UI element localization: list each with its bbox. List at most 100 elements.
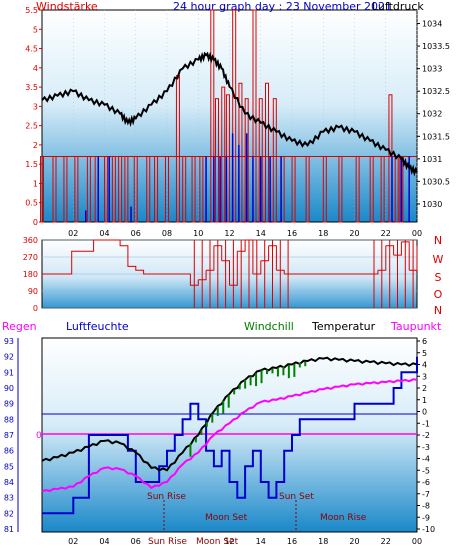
temperature-tick-label: -9 bbox=[422, 513, 430, 522]
temperature-line bbox=[41, 356, 418, 472]
temperature-tick-label: -10 bbox=[422, 525, 435, 534]
temperature-tick-label: -2 bbox=[422, 431, 430, 440]
pressure-axis-title: Luftdruck bbox=[372, 0, 424, 13]
legend-regen: Regen bbox=[2, 320, 37, 333]
wind-speed-tick-label: 4 bbox=[33, 64, 38, 73]
wind-gust-bar bbox=[52, 155, 57, 223]
sun-set-label: Sun Set bbox=[279, 492, 314, 502]
humidity-tick-label: 82 bbox=[4, 509, 14, 518]
wind-gust-bar bbox=[118, 155, 123, 223]
temperature-tick-label: -3 bbox=[422, 443, 430, 452]
wind-gust-bar bbox=[232, 9, 237, 223]
wind-speed-tick-label: 1.5 bbox=[25, 160, 38, 169]
rain-zero-label: 0 bbox=[36, 431, 42, 441]
wind-speed-tick-label: 1 bbox=[33, 179, 38, 188]
direction-tick-label: 180 bbox=[23, 270, 38, 279]
direction-tick-label: 90 bbox=[28, 287, 38, 296]
chart-title: 24 hour graph day : 23 November 2021 bbox=[173, 0, 392, 13]
x-tick-label: 16 bbox=[287, 229, 297, 238]
compass-label: O bbox=[434, 288, 443, 301]
pressure-line bbox=[41, 51, 418, 177]
temperature-tick-label: -1 bbox=[422, 419, 430, 428]
pressure-tick-label: 1030.5 bbox=[422, 177, 450, 186]
wind-speed-tick-label: 2.5 bbox=[25, 122, 38, 131]
humidity-tick-label: 81 bbox=[4, 525, 14, 534]
pressure-tick-label: 1033.5 bbox=[422, 42, 450, 51]
wind-gust-bar bbox=[199, 155, 204, 223]
x-tick-label: 22 bbox=[381, 229, 391, 238]
x-tick-label: 14 bbox=[256, 229, 266, 238]
x-tick-label-bottom: 00 bbox=[412, 537, 422, 546]
legend-luftfeuchte: Luftfeuchte bbox=[66, 320, 129, 333]
temperature-tick-label: -5 bbox=[422, 466, 430, 475]
pressure-tick-label: 1030 bbox=[422, 200, 442, 209]
humidity-tick-label: 89 bbox=[4, 400, 14, 409]
x-axis-ticks-bottom: 02 04 06 12 14 16 18 20 22 00 bbox=[68, 537, 422, 546]
legend-taupunkt: Taupunkt bbox=[390, 320, 442, 333]
wind-gust-bar bbox=[86, 155, 91, 223]
dewpoint-line bbox=[41, 378, 418, 493]
x-tick-label: 00 bbox=[412, 229, 422, 238]
wind-gust-bar bbox=[154, 155, 159, 223]
wind-pressure-panel: Windstärke 24 hour graph day : 23 Novemb… bbox=[25, 0, 450, 238]
x-event-sun-rise: Sun Rise bbox=[148, 537, 187, 547]
humidity-tick-label: 90 bbox=[4, 384, 14, 393]
pressure-tick-label: 1032 bbox=[422, 110, 442, 119]
wind-speed-axis-title: Windstärke bbox=[36, 0, 98, 13]
wind-gust-bar bbox=[221, 86, 226, 223]
moon-set-label: Moon Set bbox=[205, 513, 248, 523]
compass-label: N bbox=[434, 234, 442, 247]
wind-gust-bar bbox=[338, 155, 343, 223]
pressure-tick-label: 1033 bbox=[422, 65, 442, 74]
wind-series bbox=[40, 9, 417, 223]
wind-speed-tick-label: 0.5 bbox=[25, 199, 38, 208]
x-tick-label: 08 bbox=[162, 229, 172, 238]
humidity-tick-label: 93 bbox=[4, 337, 14, 346]
humidity-tick-label: 88 bbox=[4, 415, 14, 424]
x-tick-label: 20 bbox=[349, 229, 359, 238]
wind-gust-bar bbox=[111, 155, 116, 223]
humidity-tick-label: 84 bbox=[4, 478, 14, 487]
temperature-tick-label: 0 bbox=[422, 408, 427, 417]
legend-temperatur: Temperatur bbox=[311, 320, 376, 333]
wind-direction-line bbox=[42, 239, 418, 308]
x-event-moon-set: Moon Set bbox=[196, 537, 239, 547]
temp-humidity-panel: Regen Luftfeuchte Windchill Temperatur T… bbox=[2, 320, 442, 547]
compass-label: W bbox=[433, 253, 444, 266]
wind-speed-tick-label: 0 bbox=[33, 218, 38, 227]
compass-label: S bbox=[435, 271, 442, 284]
temperature-tick-label: -7 bbox=[422, 490, 430, 499]
wind-gust-bar bbox=[272, 98, 277, 223]
direction-tick-label: 360 bbox=[23, 236, 38, 245]
x-axis-ticks: 02 04 06 08 10 12 14 16 18 20 22 00 bbox=[68, 229, 422, 238]
humidity-tick-label: 91 bbox=[4, 368, 14, 377]
direction-tick-label: 0 bbox=[33, 304, 38, 313]
wind-gust-bar bbox=[322, 155, 327, 223]
humidity-tick-label: 83 bbox=[4, 494, 14, 503]
x-tick-label-bottom: 02 bbox=[68, 537, 78, 546]
x-tick-label: 18 bbox=[318, 229, 328, 238]
pressure-tick-label: 1034 bbox=[422, 20, 442, 29]
temperature-tick-label: 3 bbox=[422, 372, 427, 381]
x-tick-label-bottom: 22 bbox=[381, 537, 391, 546]
humidity-tick-label: 87 bbox=[4, 431, 14, 440]
windchill-marks bbox=[189, 361, 307, 457]
wind-gust-bar bbox=[369, 155, 374, 223]
wind-gust-bar bbox=[191, 155, 196, 223]
humidity-ticks: 81 82 83 84 85 86 87 88 89 90 91 92 93 bbox=[4, 337, 19, 534]
temperature-tick-label: 6 bbox=[422, 337, 427, 346]
wind-gust-bar bbox=[182, 155, 187, 223]
pressure-tick-label: 1032.5 bbox=[422, 87, 450, 96]
temperature-tick-label: -4 bbox=[422, 455, 430, 464]
wind-gust-bar bbox=[165, 155, 169, 223]
x-tick-label-bottom: 12 bbox=[224, 537, 234, 546]
x-tick-label-bottom: 20 bbox=[349, 537, 359, 546]
wind-gust-bar bbox=[265, 82, 269, 223]
compass-label: N bbox=[434, 304, 442, 317]
temperature-tick-label: -8 bbox=[422, 502, 430, 511]
direction-tick-label: 270 bbox=[23, 253, 38, 262]
legend-windchill: Windchill bbox=[244, 320, 294, 333]
